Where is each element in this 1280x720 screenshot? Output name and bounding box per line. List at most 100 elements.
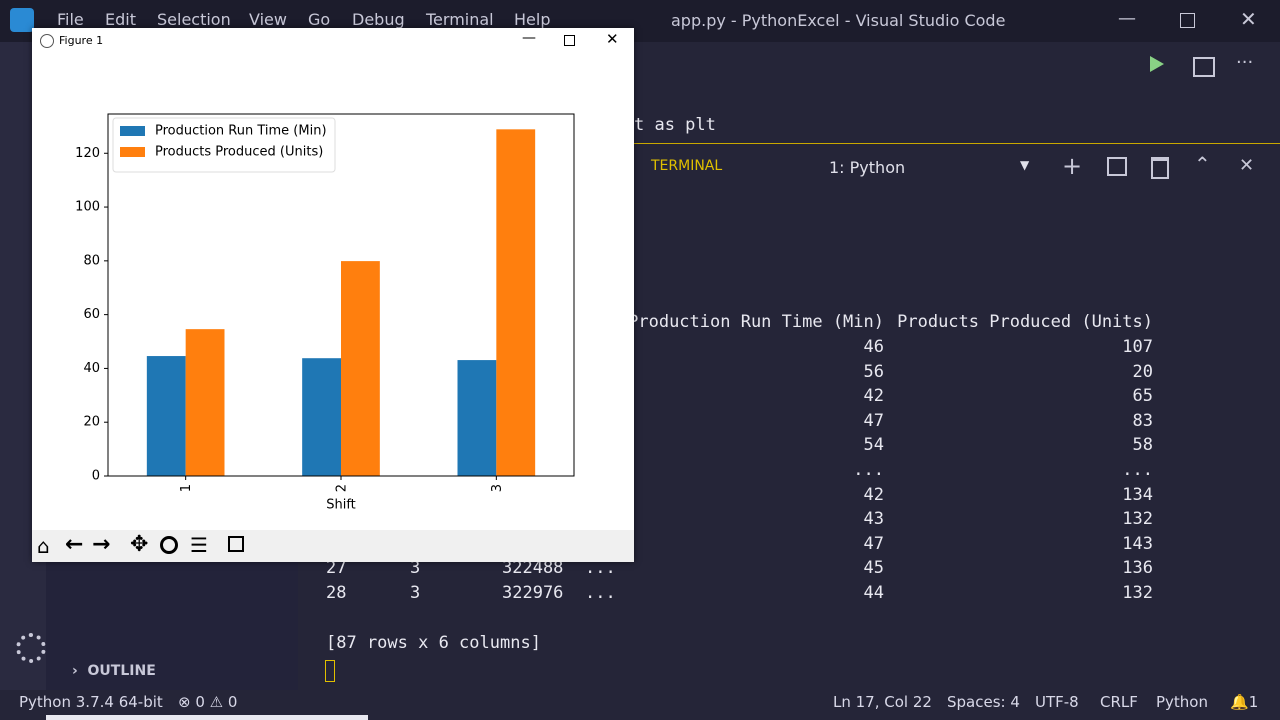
minimize[interactable]: —: [1118, 8, 1136, 29]
y-tick-label: 80: [83, 253, 100, 268]
terminal-cell: 65: [1132, 386, 1153, 407]
menu-item[interactable]: Go: [308, 10, 331, 29]
language[interactable]: Python: [1156, 693, 1208, 711]
plot-frame: [107, 113, 575, 477]
new-terminal[interactable]: +: [1062, 152, 1083, 180]
chart: 0 20 40 60 80 100 120 1 2 3 Shift Production Run Ti…: [75, 113, 575, 513]
terminal-cell: 27: [326, 558, 347, 579]
figure-minimize[interactable]: —: [522, 30, 536, 46]
kill-terminal[interactable]: [1151, 157, 1169, 179]
bar: [341, 261, 380, 476]
terminal-cell: 3: [410, 558, 421, 579]
terminal-cell: 132: [1122, 583, 1153, 603]
maximize-panel[interactable]: ⌃: [1194, 152, 1211, 176]
split-editor[interactable]: [1193, 57, 1215, 77]
close[interactable]: ✕: [1240, 7, 1257, 31]
menu-item[interactable]: Terminal: [426, 10, 494, 29]
y-tick-label: 60: [83, 307, 100, 322]
legend-box: [112, 117, 336, 173]
terminal-cell: 45: [863, 558, 884, 579]
encoding[interactable]: UTF-8: [1035, 693, 1079, 711]
y-tick-label: 100: [75, 200, 100, 215]
menu-item[interactable]: Edit: [105, 10, 136, 29]
x-axis-label: Shift: [326, 498, 356, 513]
terminal-cell: 322976: [502, 583, 564, 603]
terminal-cell: 132: [1122, 509, 1153, 530]
terminal-cell: 322488: [502, 558, 564, 579]
configure-button[interactable]: ☰: [190, 533, 208, 557]
y-tick-label: 0: [92, 469, 100, 484]
terminal-cell: 20: [1132, 361, 1153, 382]
terminal-cell: 143: [1122, 533, 1153, 554]
terminal-header: Products Produced (Units): [897, 312, 1153, 332]
menu-item[interactable]: View: [249, 10, 287, 29]
forward-button[interactable]: →: [92, 532, 111, 557]
back-button[interactable]: ←: [65, 532, 84, 557]
settings-gear[interactable]: [16, 633, 46, 663]
interpreter[interactable]: Python 3.7.4 64-bit: [19, 693, 163, 711]
run-button[interactable]: [1150, 56, 1164, 72]
terminal-select[interactable]: 1: Python: [829, 158, 906, 177]
cursor-position[interactable]: Ln 17, Col 22: [833, 693, 932, 711]
terminal-dropdown[interactable]: ▼: [1020, 158, 1030, 172]
terminal-cell: ...: [585, 558, 616, 579]
terminal-cell: ...: [585, 583, 616, 603]
terminal-cell: ...: [853, 460, 884, 480]
menu-item[interactable]: Debug: [352, 10, 405, 29]
line-ending[interactable]: CRLF: [1100, 693, 1138, 711]
status-bar: [0, 690, 1280, 715]
legend-swatch: [120, 126, 145, 136]
zoom-button[interactable]: [160, 536, 178, 554]
home-button[interactable]: ⌂: [37, 534, 50, 558]
terminal-cell: ...: [1122, 460, 1153, 480]
outline-header[interactable]: › OUTLINE: [72, 663, 156, 679]
y-tick-label: 20: [83, 415, 100, 430]
terminal-summary: [87 rows x 6 columns]: [326, 633, 541, 653]
terminal-cell: 28: [326, 583, 347, 603]
figure-maximize[interactable]: [564, 35, 575, 46]
terminal-cell: 43: [863, 509, 884, 530]
save-button[interactable]: [228, 536, 244, 552]
window-title: app.py - PythonExcel - Visual Studio Cod…: [671, 11, 1006, 30]
code-line: t as plt: [634, 115, 716, 135]
terminal-cell: 47: [863, 533, 884, 554]
restore[interactable]: [1180, 13, 1195, 28]
notification-count: 1: [1248, 693, 1259, 711]
outline-label: OUTLINE: [87, 663, 156, 679]
terminal-cell: 83: [1132, 410, 1153, 431]
figure-icon: [40, 34, 54, 48]
terminal-cell: 54: [863, 435, 884, 456]
terminal-cell: 42: [863, 484, 884, 505]
problems[interactable]: ⊗ 0 ⚠ 0: [178, 693, 238, 711]
close-panel[interactable]: ✕: [1239, 155, 1255, 176]
terminal-cell: 136: [1122, 558, 1153, 579]
x-tick-label: 2: [335, 484, 350, 492]
terminal-cell: 58: [1132, 435, 1153, 456]
terminal-cell: 107: [1122, 337, 1153, 357]
bar: [496, 129, 536, 476]
terminal-cell: 44: [863, 583, 884, 603]
menu-item[interactable]: Selection: [157, 10, 231, 29]
notifications[interactable]: 🔔1: [1230, 693, 1259, 711]
legend-swatch: [120, 147, 145, 157]
terminal-tab[interactable]: TERMINAL: [651, 158, 723, 174]
x-tick-label: 3: [490, 484, 505, 492]
terminal-cell: 46: [863, 337, 884, 357]
errors: 0: [195, 693, 205, 711]
menu-item[interactable]: Help: [514, 10, 551, 29]
terminal-cell: 42: [863, 386, 884, 407]
app-icon: [10, 8, 34, 32]
figure-close[interactable]: ✕: [606, 30, 619, 48]
split-terminal[interactable]: [1107, 157, 1127, 176]
indentation[interactable]: Spaces: 4: [947, 693, 1020, 711]
pan-button[interactable]: ✥: [130, 532, 149, 557]
bar: [185, 329, 225, 476]
menu-item[interactable]: File: [57, 10, 84, 29]
warnings: 0: [227, 693, 238, 711]
terminal-header: Production Run Time (Min): [628, 312, 884, 332]
y-tick-label: 120: [75, 146, 100, 161]
more-actions[interactable]: ···: [1236, 52, 1254, 73]
terminal-cursor: [325, 660, 335, 682]
toolbar: ⌂ ← → ✥ ☰: [32, 530, 634, 562]
